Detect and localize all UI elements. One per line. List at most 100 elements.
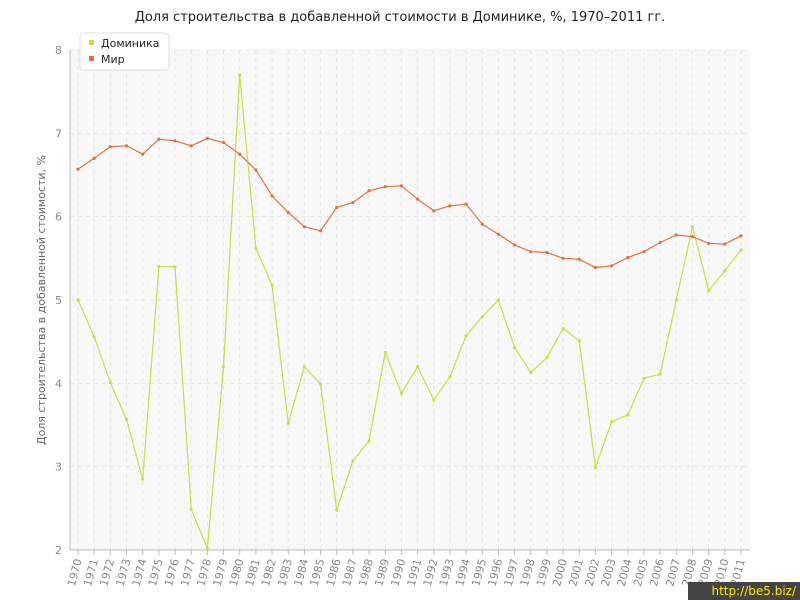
- data-point[interactable]: [270, 194, 274, 198]
- legend: Доминика Мир: [79, 32, 170, 71]
- data-point[interactable]: [302, 225, 306, 229]
- data-point[interactable]: [189, 507, 193, 511]
- data-point[interactable]: [318, 382, 323, 386]
- data-point[interactable]: [286, 421, 290, 425]
- data-point[interactable]: [739, 234, 743, 238]
- data-point[interactable]: [189, 144, 193, 148]
- data-point[interactable]: [577, 339, 581, 343]
- data-point[interactable]: [254, 168, 258, 172]
- data-point[interactable]: [205, 546, 209, 550]
- legend-box: [79, 32, 170, 71]
- data-point[interactable]: [545, 250, 549, 255]
- data-point[interactable]: [448, 204, 452, 208]
- series-line-world: [77, 137, 742, 269]
- data-point[interactable]: [513, 243, 517, 247]
- data-point[interactable]: [626, 255, 630, 260]
- data-point[interactable]: [221, 140, 226, 145]
- y-axis-label: Доля строительства в добавленной стоимос…: [35, 155, 48, 445]
- legend-swatch-dominica: [89, 40, 94, 45]
- y-tick-label: 3: [55, 461, 62, 474]
- data-point[interactable]: [254, 246, 258, 250]
- data-point[interactable]: [739, 248, 743, 252]
- data-point[interactable]: [383, 350, 387, 355]
- data-point[interactable]: [351, 200, 355, 205]
- data-point[interactable]: [399, 184, 404, 188]
- data-point[interactable]: [674, 233, 678, 237]
- data-point[interactable]: [432, 209, 436, 213]
- data-point[interactable]: [205, 136, 209, 140]
- data-point[interactable]: [674, 298, 678, 302]
- data-point[interactable]: [399, 391, 404, 395]
- data-point[interactable]: [318, 229, 323, 233]
- data-point[interactable]: [221, 365, 226, 369]
- data-point[interactable]: [286, 210, 290, 215]
- legend-swatch-world: [89, 56, 94, 61]
- data-point[interactable]: [415, 197, 420, 201]
- data-point[interactable]: [593, 465, 598, 470]
- legend-label-world: Мир: [101, 53, 125, 66]
- data-point[interactable]: [238, 152, 242, 156]
- data-point[interactable]: [513, 345, 517, 350]
- data-point[interactable]: [351, 459, 355, 463]
- data-point[interactable]: [723, 269, 727, 273]
- data-point[interactable]: [270, 283, 274, 287]
- data-point[interactable]: [529, 370, 533, 375]
- data-point[interactable]: [367, 439, 371, 443]
- data-point[interactable]: [92, 156, 96, 160]
- data-point[interactable]: [642, 376, 646, 380]
- data-point[interactable]: [335, 508, 339, 512]
- data-point[interactable]: [529, 250, 533, 254]
- series-layer: [76, 73, 743, 550]
- data-point[interactable]: [707, 241, 711, 245]
- data-point[interactable]: [480, 222, 484, 226]
- data-point[interactable]: [76, 167, 80, 171]
- y-tick-label: 8: [55, 44, 62, 57]
- series-line-dominica: [77, 74, 742, 549]
- data-point[interactable]: [238, 73, 242, 77]
- data-point[interactable]: [108, 380, 112, 385]
- data-point[interactable]: [610, 420, 614, 424]
- data-point[interactable]: [464, 202, 468, 206]
- y-tick-label: 2: [55, 544, 62, 557]
- data-point[interactable]: [141, 152, 145, 156]
- data-point[interactable]: [690, 225, 695, 229]
- data-point[interactable]: [108, 145, 112, 149]
- data-point[interactable]: [626, 413, 630, 417]
- data-point[interactable]: [545, 355, 549, 360]
- data-point[interactable]: [157, 137, 161, 141]
- data-point[interactable]: [561, 256, 565, 260]
- data-point[interactable]: [658, 372, 662, 376]
- data-point[interactable]: [610, 264, 614, 268]
- data-point[interactable]: [173, 139, 177, 143]
- data-point[interactable]: [642, 250, 646, 254]
- data-point[interactable]: [124, 417, 129, 421]
- data-point[interactable]: [658, 240, 662, 245]
- data-point[interactable]: [707, 289, 711, 293]
- data-point[interactable]: [76, 298, 80, 302]
- data-point[interactable]: [335, 205, 339, 210]
- data-point[interactable]: [448, 375, 452, 379]
- y-tick-label: 7: [55, 127, 62, 140]
- data-point[interactable]: [561, 326, 565, 330]
- data-point[interactable]: [367, 189, 371, 193]
- data-point[interactable]: [302, 365, 306, 369]
- data-point[interactable]: [124, 144, 129, 148]
- data-point[interactable]: [383, 185, 387, 189]
- data-point[interactable]: [480, 315, 484, 319]
- y-tick-label: 6: [55, 211, 62, 224]
- data-point[interactable]: [432, 398, 436, 402]
- data-point[interactable]: [496, 298, 501, 302]
- data-point[interactable]: [690, 235, 695, 239]
- data-point[interactable]: [593, 265, 598, 270]
- data-point[interactable]: [464, 334, 468, 338]
- data-point[interactable]: [157, 265, 161, 269]
- data-point[interactable]: [723, 242, 727, 246]
- data-point[interactable]: [496, 232, 501, 236]
- data-point[interactable]: [173, 265, 177, 269]
- data-point[interactable]: [577, 257, 581, 261]
- data-point[interactable]: [92, 335, 96, 339]
- data-point[interactable]: [415, 365, 420, 369]
- watermark[interactable]: http://be5.biz/: [688, 582, 800, 600]
- data-point[interactable]: [141, 477, 145, 481]
